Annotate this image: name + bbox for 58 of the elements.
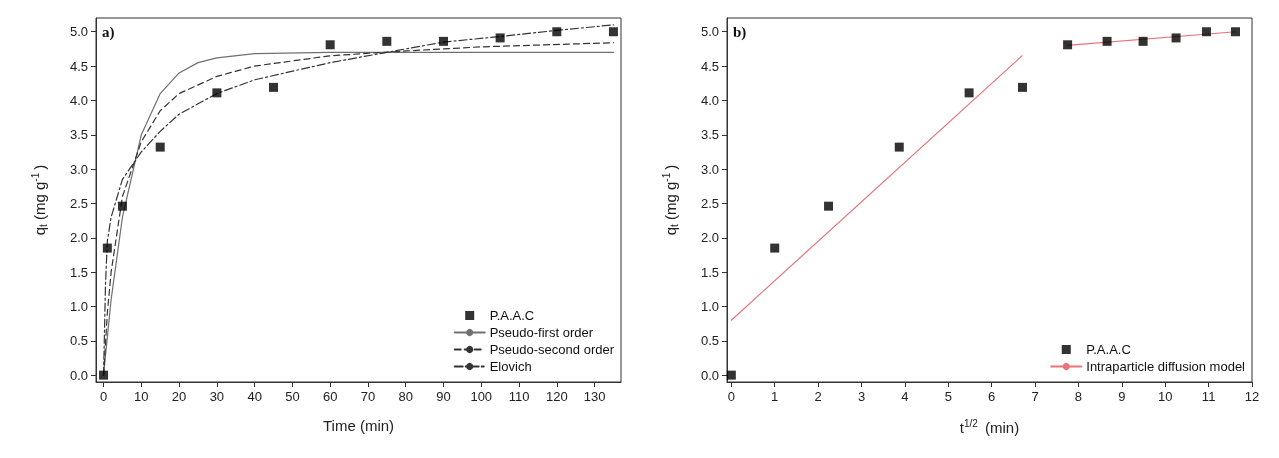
legend-label: Pseudo-first order [489,325,594,340]
y-tick-label: 2.5 [69,195,88,211]
x-axis-title: Time (min) [322,417,395,434]
y-tick-label: 1.0 [700,298,719,314]
legend-label: P.A.A.C [489,308,535,323]
y-tick-label: 3.5 [69,127,88,143]
x-tick-label: 5 [944,389,952,404]
y-tick-label: 5.0 [69,24,88,40]
x-tick-label: 110 [508,389,530,404]
x-tick-label: 20 [171,389,187,404]
x-tick-label: 1 [771,389,779,404]
x-tick-label: 0 [727,389,735,404]
x-tick-label: 3 [857,389,866,404]
x-tick-label: 7 [1031,389,1039,404]
y-tick-label: 2.0 [700,230,719,246]
y-tick-label: 2.0 [69,230,88,246]
legend-label: Elovich [489,359,532,374]
x-tick-label: 11 [1201,389,1216,404]
x-tick-label: 4 [901,389,909,404]
x-tick-label: 0 [99,389,108,404]
x-tick-label: 10 [1157,389,1173,404]
y-tick-label: 2.5 [700,195,719,211]
x-tick-label: 12 [1244,389,1260,404]
y-tick-label: 5.0 [700,24,719,40]
x-tick-label: 10 [134,389,149,404]
y-tick-label: 4.5 [700,58,719,74]
y-tick-label: 3.5 [700,127,719,143]
x-tick-label: 100 [470,389,493,404]
y-tick-label: 3.0 [700,161,719,177]
y-tick-label: 1.5 [69,264,88,280]
legend-label: Intraparticle diffusion model [1086,359,1246,374]
y-tick-label: 0.5 [700,333,719,349]
x-tick-label: 40 [247,389,262,404]
y-tick-label: 1.5 [700,264,719,280]
y-tick-label: 0.0 [700,367,719,383]
y-tick-label: 0.5 [69,333,88,349]
y-tick-label: 1.0 [69,298,88,314]
x-tick-label: 50 [285,389,300,404]
x-tick-label: 70 [360,389,376,404]
y-tick-label: 3.0 [69,161,88,177]
x-tick-label: 130 [583,389,606,404]
annotation: b) [733,23,747,41]
y-tick-label: 4.5 [69,58,88,74]
y-tick-label: 0.0 [69,367,88,383]
x-tick-label: 120 [545,389,568,404]
x-tick-label: 8 [1074,389,1083,404]
annotation: a) [102,23,115,41]
x-tick-label: 90 [436,389,451,404]
x-tick-label: 30 [209,389,225,404]
legend-label: Pseudo-second order [489,342,615,357]
x-tick-label: 80 [398,389,413,404]
y-tick-label: 4.0 [700,92,719,108]
y-tick-label: 4.0 [69,92,88,108]
legend-label: P.A.A.C [1086,342,1131,357]
x-tick-label: 60 [322,389,338,404]
x-tick-label: 6 [988,389,996,404]
x-tick-label: 2 [814,389,822,404]
x-tick-label: 9 [1118,389,1126,404]
